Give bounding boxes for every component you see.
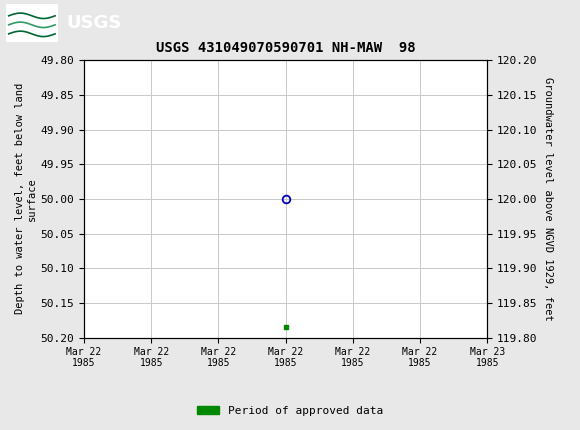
Y-axis label: Groundwater level above NGVD 1929, feet: Groundwater level above NGVD 1929, feet — [543, 77, 553, 321]
Y-axis label: Depth to water level, feet below land
surface: Depth to water level, feet below land su… — [15, 83, 37, 314]
Text: USGS: USGS — [67, 14, 122, 31]
Legend: Period of approved data: Period of approved data — [193, 401, 387, 420]
Bar — [6, 3, 58, 42]
Title: USGS 431049070590701 NH-MAW  98: USGS 431049070590701 NH-MAW 98 — [156, 41, 415, 55]
